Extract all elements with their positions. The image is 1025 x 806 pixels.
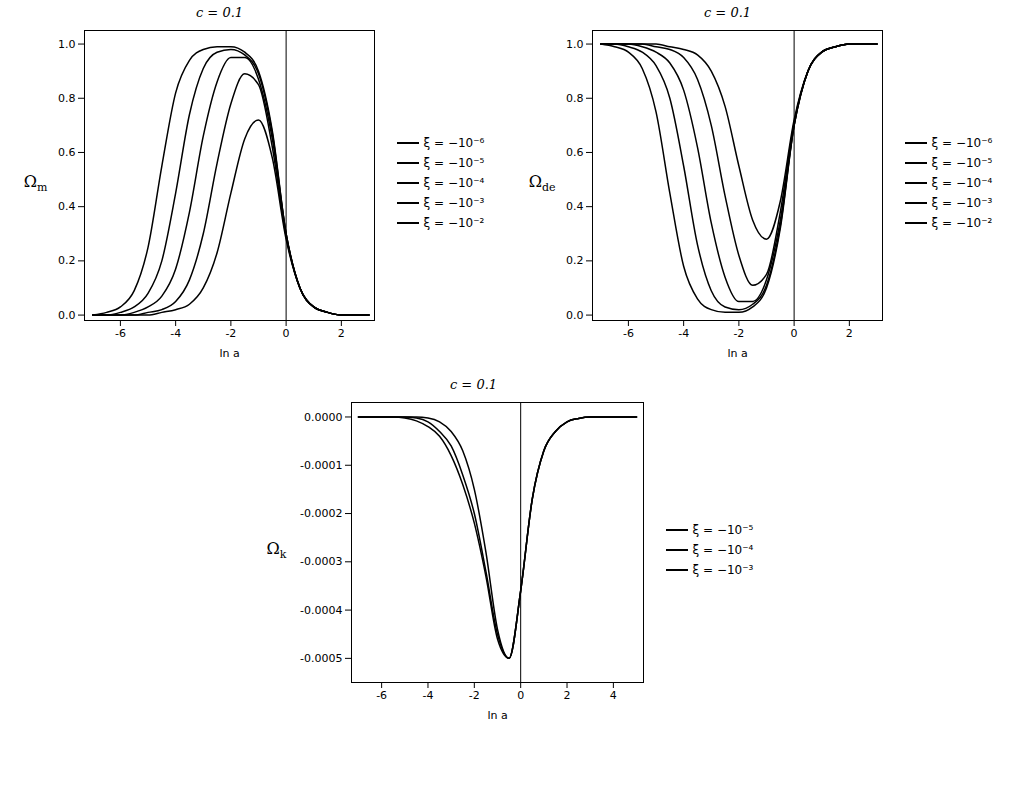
svg-text:0.6: 0.6 (566, 146, 584, 159)
svg-text:0.2: 0.2 (566, 254, 584, 267)
svg-text:-0.0005: -0.0005 (300, 652, 342, 665)
svg-text:0.8: 0.8 (566, 92, 584, 105)
svg-text:0: 0 (790, 327, 797, 340)
svg-text:-0.0002: -0.0002 (300, 507, 342, 520)
html-text:ξ = −10⁻²: ξ = −10⁻² (931, 216, 993, 230)
svg-text:-2: -2 (468, 689, 479, 702)
svg-text:0.0: 0.0 (58, 309, 76, 322)
svg-text:0.0000: 0.0000 (304, 411, 343, 424)
svg-text:0: 0 (282, 327, 289, 340)
svg-text:1.0: 1.0 (566, 38, 584, 51)
svg-text:-4: -4 (170, 327, 181, 340)
svg-text:ln a: ln a (219, 347, 239, 360)
svg-text:2: 2 (845, 327, 852, 340)
svg-text:ln a: ln a (487, 709, 507, 722)
svg-text:1.0: 1.0 (58, 38, 76, 51)
html-text:ξ = −10⁻⁵: ξ = −10⁻⁵ (931, 156, 993, 170)
svg-text:-4: -4 (422, 689, 433, 702)
html-text:ξ = −10⁻⁵: ξ = −10⁻⁵ (692, 523, 754, 537)
svg-text:-0.0003: -0.0003 (300, 555, 342, 568)
svg-text:4: 4 (609, 689, 616, 702)
html-text:ξ = −10⁻³: ξ = −10⁻³ (423, 196, 485, 210)
html-text:ξ = −10⁻⁴: ξ = −10⁻⁴ (423, 176, 485, 190)
svg-text:2: 2 (337, 327, 344, 340)
html-text:ξ = −10⁻³: ξ = −10⁻³ (692, 563, 754, 577)
html-text:ξ = −10⁻⁴: ξ = −10⁻⁴ (931, 176, 993, 190)
svg-text:0: 0 (517, 689, 524, 702)
html-text:ξ = −10⁻³: ξ = −10⁻³ (931, 196, 993, 210)
svg-text:-6: -6 (376, 689, 387, 702)
svg-text:-4: -4 (678, 327, 689, 340)
html-text:ξ = −10⁻⁶: ξ = −10⁻⁶ (931, 136, 993, 150)
svg-text:-6: -6 (622, 327, 633, 340)
html-text:c = 0.1: c = 0.1 (449, 377, 498, 392)
svg-text:0.2: 0.2 (58, 254, 76, 267)
svg-text:ln a: ln a (727, 347, 747, 360)
html-text:c = 0.1: c = 0.1 (195, 5, 244, 20)
svg-text:-0.0004: -0.0004 (300, 604, 342, 617)
svg-text:0.4: 0.4 (566, 200, 584, 213)
html-text:ξ = −10⁻⁵: ξ = −10⁻⁵ (423, 156, 485, 170)
html-text:ξ = −10⁻⁶: ξ = −10⁻⁶ (423, 136, 485, 150)
svg-text:0.4: 0.4 (58, 200, 76, 213)
svg-text:-2: -2 (733, 327, 744, 340)
svg-text:0.0: 0.0 (566, 309, 584, 322)
svg-text:-2: -2 (225, 327, 236, 340)
html-text:ξ = −10⁻²: ξ = −10⁻² (423, 216, 485, 230)
svg-text:0.6: 0.6 (58, 146, 76, 159)
svg-text:-0.0001: -0.0001 (300, 459, 342, 472)
svg-text:2: 2 (563, 689, 570, 702)
html-text:Ωde: Ωde (528, 171, 556, 195)
svg-text:-6: -6 (114, 327, 125, 340)
html-text:c = 0.1: c = 0.1 (703, 5, 752, 20)
html-text:ξ = −10⁻⁴: ξ = −10⁻⁴ (692, 543, 754, 557)
html-text:Ωm: Ωm (23, 171, 48, 195)
svg-text:0.8: 0.8 (58, 92, 76, 105)
html-text:Ωk: Ωk (266, 538, 287, 562)
